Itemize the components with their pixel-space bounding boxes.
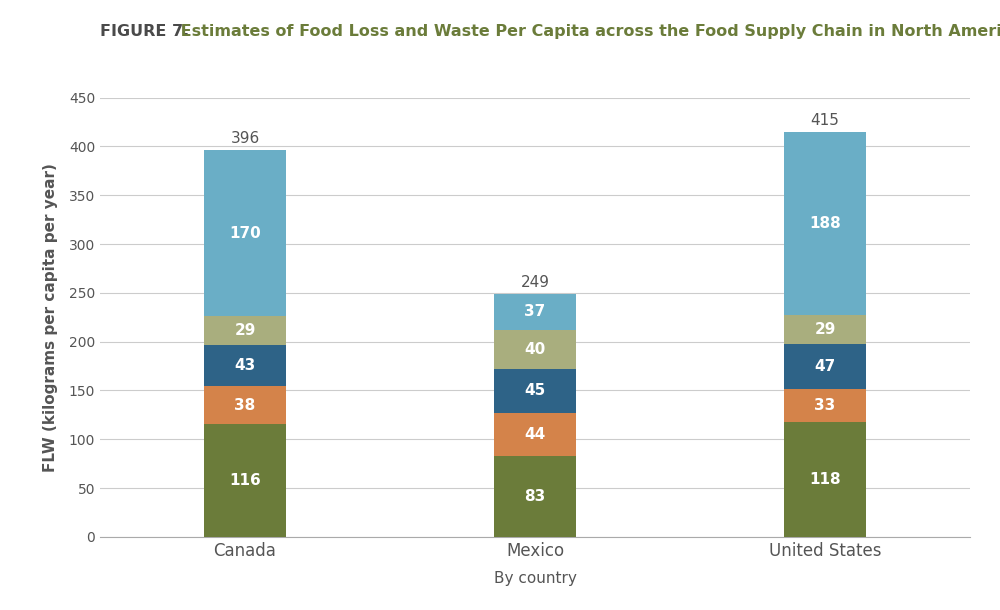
Bar bbox=[204, 387, 286, 423]
Bar bbox=[204, 345, 286, 387]
Text: 29: 29 bbox=[814, 322, 836, 337]
Text: 33: 33 bbox=[814, 398, 836, 413]
Text: FIGURE 7.: FIGURE 7. bbox=[100, 24, 189, 40]
Text: 29: 29 bbox=[234, 323, 256, 338]
Y-axis label: FLW (kilograms per capita per year): FLW (kilograms per capita per year) bbox=[43, 163, 58, 472]
Text: 43: 43 bbox=[234, 358, 256, 373]
Bar bbox=[784, 389, 866, 422]
Text: 249: 249 bbox=[520, 275, 550, 290]
Text: 396: 396 bbox=[230, 131, 260, 146]
Text: Estimates of Food Loss and Waste Per Capita across the Food Supply Chain in Nort: Estimates of Food Loss and Waste Per Cap… bbox=[175, 24, 1000, 40]
Text: 170: 170 bbox=[229, 226, 261, 241]
Bar bbox=[784, 422, 866, 537]
Bar bbox=[494, 369, 576, 413]
Text: 38: 38 bbox=[234, 398, 256, 412]
Text: 116: 116 bbox=[229, 473, 261, 487]
Text: 40: 40 bbox=[524, 342, 546, 357]
Bar bbox=[204, 150, 286, 316]
Bar bbox=[204, 316, 286, 345]
Bar bbox=[494, 294, 576, 330]
Text: 37: 37 bbox=[524, 304, 546, 319]
Bar bbox=[494, 413, 576, 456]
Bar bbox=[204, 423, 286, 537]
Text: 44: 44 bbox=[524, 427, 546, 442]
Bar bbox=[494, 456, 576, 537]
Text: 415: 415 bbox=[811, 113, 839, 128]
Bar bbox=[784, 343, 866, 389]
X-axis label: By country: By country bbox=[494, 571, 576, 586]
Text: 118: 118 bbox=[809, 472, 841, 487]
Bar bbox=[494, 330, 576, 369]
Text: 188: 188 bbox=[809, 216, 841, 231]
Bar bbox=[784, 132, 866, 315]
Text: 47: 47 bbox=[814, 359, 836, 374]
Bar bbox=[784, 315, 866, 343]
Text: 83: 83 bbox=[524, 489, 546, 504]
Text: 45: 45 bbox=[524, 384, 546, 398]
